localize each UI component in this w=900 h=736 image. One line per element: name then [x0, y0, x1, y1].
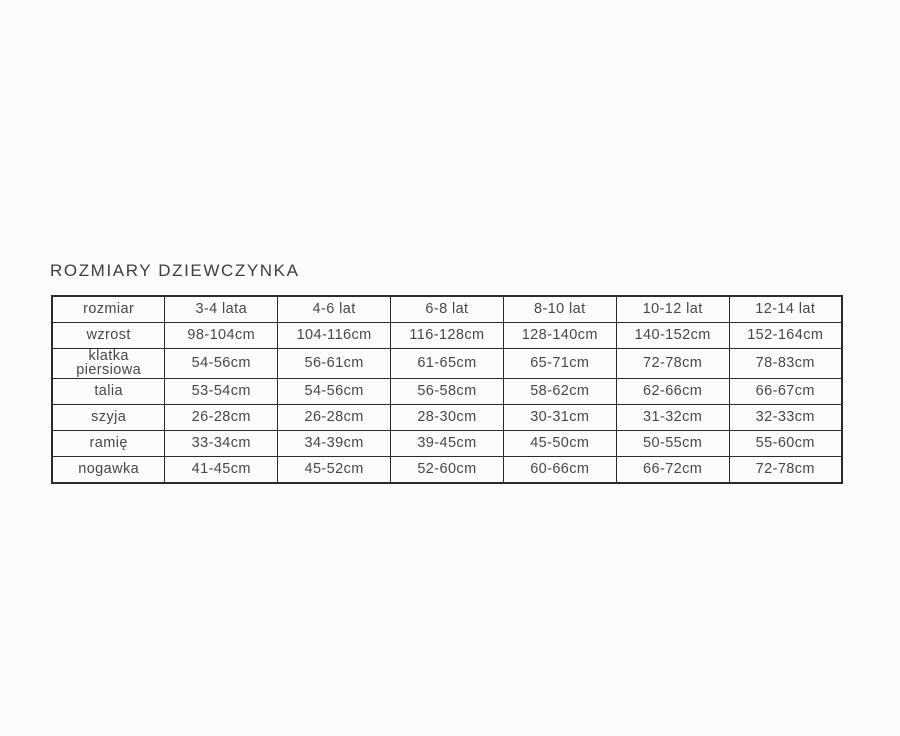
table-cell: 45-50cm: [502, 430, 617, 458]
table-cell: 3-4 lata: [164, 295, 279, 323]
table-cell: 12-14 lat: [728, 295, 843, 323]
table-cell: 6-8 lat: [390, 295, 504, 323]
row-label: talia: [51, 378, 166, 406]
table-cell: 72-78cm: [615, 347, 730, 380]
table-row: wzrost 98-104cm 104-116cm 116-128cm 128-…: [51, 321, 843, 349]
table-cell: 33-34cm: [164, 430, 279, 458]
table-cell: 26-28cm: [164, 404, 279, 432]
table-cell: 54-56cm: [164, 347, 279, 380]
table-row: klatka piersiowa 54-56cm 56-61cm 61-65cm…: [51, 347, 843, 380]
table-cell: 78-83cm: [728, 347, 843, 380]
table-cell: 41-45cm: [164, 456, 279, 484]
table-cell: 72-78cm: [728, 456, 843, 484]
table-cell: 32-33cm: [728, 404, 843, 432]
table-cell: 26-28cm: [277, 404, 392, 432]
table-cell: 104-116cm: [277, 321, 392, 349]
row-label: klatka piersiowa: [51, 347, 166, 380]
table-cell: 65-71cm: [502, 347, 617, 380]
table-cell: 8-10 lat: [502, 295, 617, 323]
table-cell: 50-55cm: [615, 430, 730, 458]
table-cell: 30-31cm: [502, 404, 617, 432]
page-title: ROZMIARY DZIEWCZYNKA: [50, 261, 300, 280]
table-cell: 128-140cm: [502, 321, 617, 349]
table-cell: 98-104cm: [164, 321, 279, 349]
row-label: ramię: [51, 430, 166, 458]
table-cell: 34-39cm: [277, 430, 392, 458]
row-label: szyja: [51, 404, 166, 432]
table-cell: 52-60cm: [390, 456, 504, 484]
table-cell: 31-32cm: [615, 404, 730, 432]
table-cell: 116-128cm: [390, 321, 504, 349]
row-label: wzrost: [51, 321, 166, 349]
table-cell: 66-67cm: [728, 378, 843, 406]
table-cell: 56-58cm: [390, 378, 504, 406]
table-cell: 39-45cm: [390, 430, 504, 458]
table-cell: 60-66cm: [502, 456, 617, 484]
table-cell: 28-30cm: [390, 404, 504, 432]
table-cell: 62-66cm: [615, 378, 730, 406]
table-cell: 53-54cm: [164, 378, 279, 406]
table-row: ramię 33-34cm 34-39cm 39-45cm 45-50cm 50…: [51, 430, 843, 458]
row-label: nogawka: [51, 456, 166, 484]
table-row: talia 53-54cm 54-56cm 56-58cm 58-62cm 62…: [51, 378, 843, 406]
table-cell: 45-52cm: [277, 456, 392, 484]
table-cell: 61-65cm: [390, 347, 504, 380]
table-cell: 4-6 lat: [277, 295, 392, 323]
table-cell: 55-60cm: [728, 430, 843, 458]
table-cell: 10-12 lat: [615, 295, 730, 323]
table-row: rozmiar 3-4 lata 4-6 lat 6-8 lat 8-10 la…: [51, 295, 843, 323]
table-row: nogawka 41-45cm 45-52cm 52-60cm 60-66cm …: [51, 456, 843, 484]
table-cell: 54-56cm: [277, 378, 392, 406]
table-cell: 152-164cm: [728, 321, 843, 349]
row-label: rozmiar: [51, 295, 166, 323]
table-row: szyja 26-28cm 26-28cm 28-30cm 30-31cm 31…: [51, 404, 843, 432]
size-table: rozmiar 3-4 lata 4-6 lat 6-8 lat 8-10 la…: [51, 295, 843, 484]
table-cell: 58-62cm: [502, 378, 617, 406]
table-cell: 140-152cm: [615, 321, 730, 349]
table-cell: 56-61cm: [277, 347, 392, 380]
table-cell: 66-72cm: [615, 456, 730, 484]
